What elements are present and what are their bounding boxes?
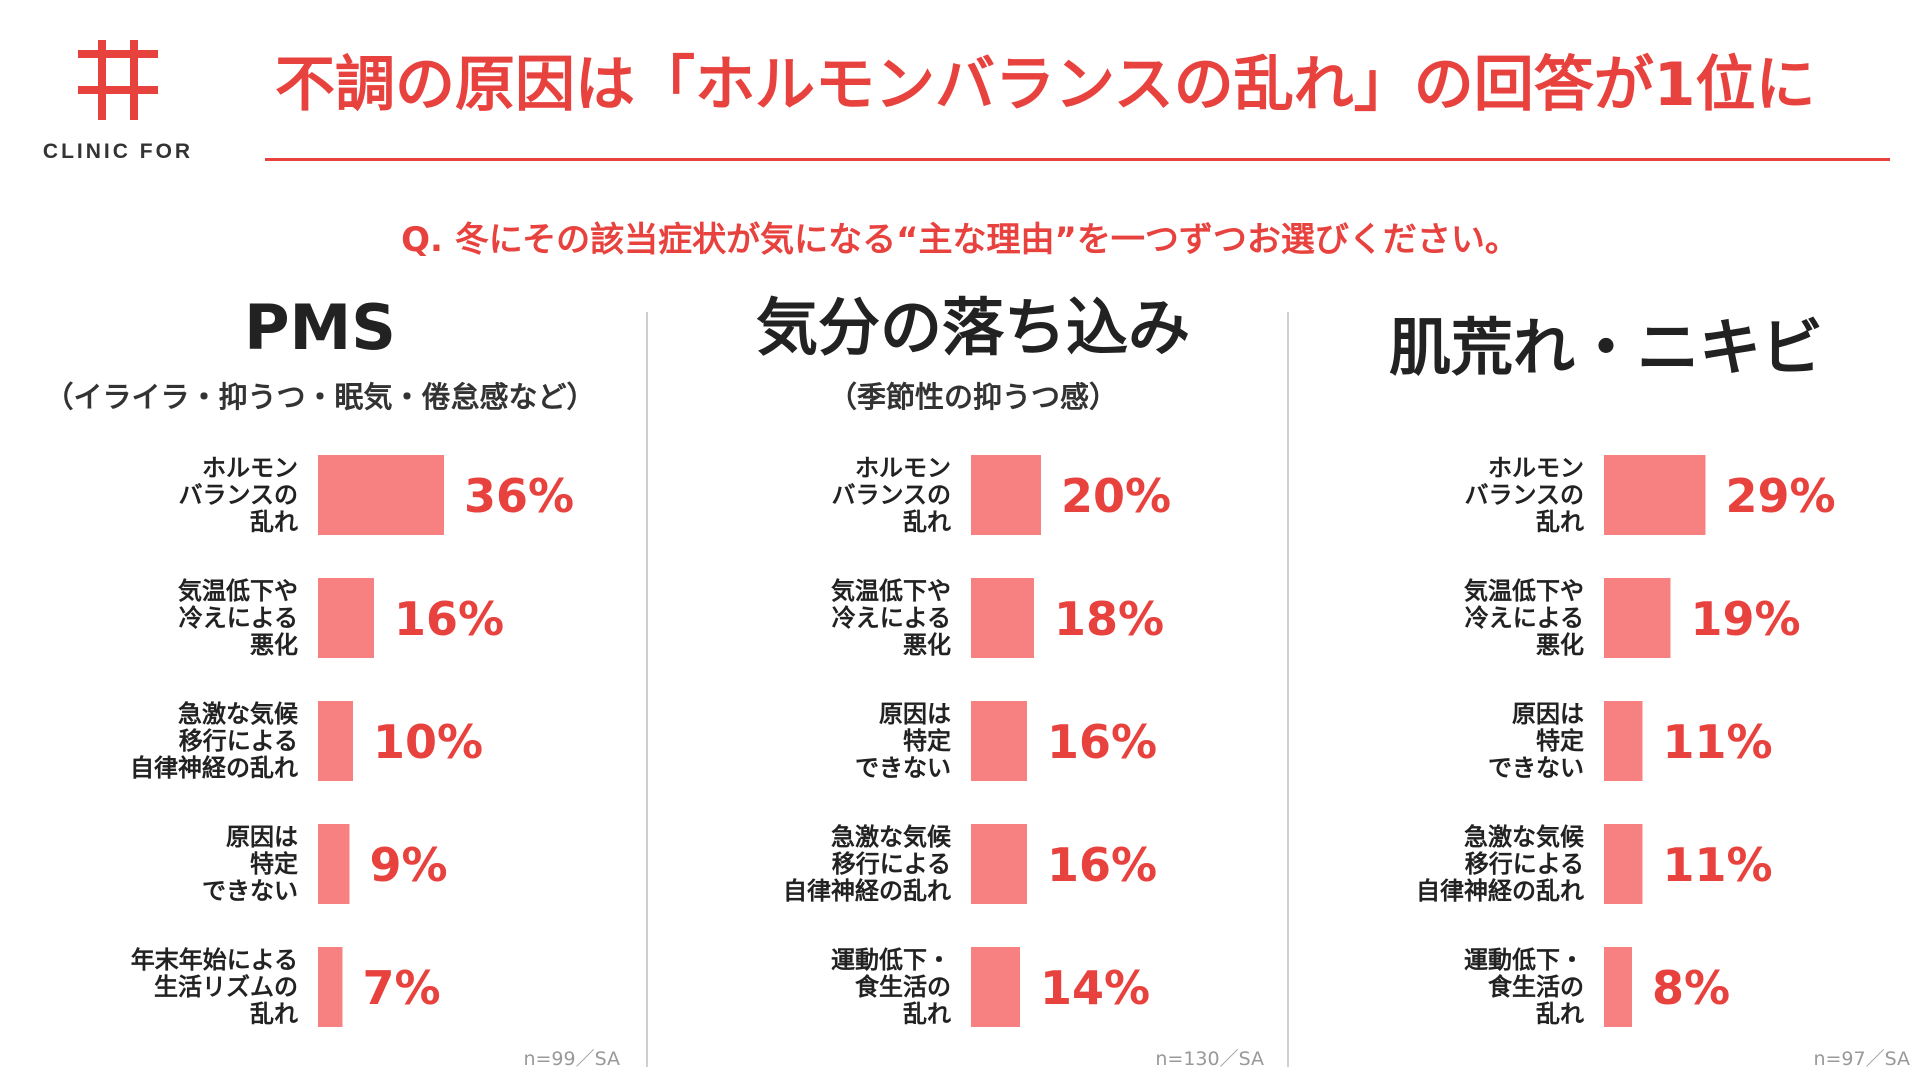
chart-subtitle: （イライラ・抑うつ・眠気・倦怠感など）: [44, 380, 596, 414]
bar-value-label: 18%: [1054, 592, 1164, 646]
bar-value-label: 10%: [373, 715, 483, 769]
bar-value-label: 7%: [363, 961, 441, 1015]
category-label: 原因は特定できない: [855, 700, 951, 782]
bar: [318, 455, 444, 535]
sample-size-note: n=97／SA: [1813, 1048, 1910, 1070]
category-label: ホルモンバランスの乱れ: [178, 454, 298, 536]
chart-subtitle: （季節性の抑うつ感）: [827, 380, 1118, 414]
chart-title: 気分の落ち込み: [755, 291, 1190, 364]
chart-panel-skin: 肌荒れ・ニキビ 29% ホルモンバランスの乱れ 19% 気温低下や冷えによる悪化 11%…: [1286, 0, 1920, 1080]
bar: [1604, 824, 1643, 904]
bar-value-label: 36%: [464, 469, 574, 523]
title-underline: [265, 158, 1890, 161]
chart-panel-depression: 気分の落ち込み （季節性の抑うつ感） 20% ホルモンバランスの乱れ 18% 気温低下…: [653, 0, 1293, 1080]
bar-value-label: 11%: [1663, 838, 1773, 892]
chart-panel-pms: PMS （イライラ・抑うつ・眠気・倦怠感など） 36% ホルモンバランスの乱れ 16…: [0, 0, 640, 1080]
bar: [1604, 947, 1632, 1027]
category-label: 急激な気候移行による自律神経の乱れ: [783, 823, 952, 905]
bar: [971, 824, 1027, 904]
bar: [1604, 701, 1643, 781]
brand-logo: CLINIC FOR: [38, 36, 198, 166]
category-label: 急激な気候移行による自律神経の乱れ: [130, 700, 299, 782]
bar-value-label: 19%: [1691, 592, 1801, 646]
bar: [971, 947, 1020, 1027]
category-label: 原因は特定できない: [1488, 700, 1584, 782]
bar-chart-depression: 20% ホルモンバランスの乱れ 18% 気温低下や冷えによる悪化 16% 原因は特定できな…: [783, 454, 1171, 1028]
category-label: 年末年始による生活リズムの乱れ: [131, 946, 298, 1028]
bar: [971, 455, 1041, 535]
bar-value-label: 16%: [1047, 838, 1157, 892]
sample-size-note: n=130／SA: [1155, 1048, 1264, 1070]
bar: [318, 578, 374, 658]
chart-title: PMS: [244, 291, 396, 364]
category-label: 気温低下や冷えによる悪化: [1464, 577, 1584, 659]
clinic-logo-icon: [74, 40, 162, 120]
survey-question: Q. 冬にその該当症状が気になる“主な理由”を一つずつお選びください。: [401, 220, 1519, 260]
category-label: 急激な気候移行による自律神経の乱れ: [1416, 823, 1585, 905]
bar: [318, 701, 353, 781]
category-label: 運動低下・食生活の乱れ: [1464, 946, 1584, 1028]
category-label: 運動低下・食生活の乱れ: [831, 946, 951, 1028]
category-label: ホルモンバランスの乱れ: [831, 454, 951, 536]
bar: [971, 701, 1027, 781]
bar: [1604, 455, 1706, 535]
bar-value-label: 8%: [1652, 961, 1730, 1015]
bar-value-label: 20%: [1061, 469, 1171, 523]
bar: [971, 578, 1034, 658]
logo-text: CLINIC FOR: [42, 140, 194, 163]
panel-divider: [1287, 312, 1289, 1067]
bar: [318, 947, 343, 1027]
bar-value-label: 11%: [1663, 715, 1773, 769]
chart-title: 肌荒れ・ニキビ: [1388, 311, 1823, 384]
bar-value-label: 16%: [1047, 715, 1157, 769]
bar: [1604, 578, 1671, 658]
bar: [318, 824, 350, 904]
page-title: 不調の原因は「ホルモンバランスの乱れ」の回答が1位に: [275, 50, 1816, 120]
category-label: ホルモンバランスの乱れ: [1464, 454, 1584, 536]
category-label: 原因は特定できない: [202, 823, 298, 905]
sample-size-note: n=99／SA: [523, 1048, 620, 1070]
bar-chart-skin: 29% ホルモンバランスの乱れ 19% 気温低下や冷えによる悪化 11% 原因は特定できな…: [1416, 454, 1836, 1028]
bar-value-label: 9%: [370, 838, 448, 892]
bar-value-label: 16%: [394, 592, 504, 646]
bar-value-label: 29%: [1726, 469, 1836, 523]
category-label: 気温低下や冷えによる悪化: [831, 577, 951, 659]
category-label: 気温低下や冷えによる悪化: [178, 577, 298, 659]
bar-chart-pms: 36% ホルモンバランスの乱れ 16% 気温低下や冷えによる悪化 10% 急激な気候移行に…: [130, 454, 574, 1028]
bar-value-label: 14%: [1040, 961, 1150, 1015]
panel-divider: [646, 312, 648, 1067]
